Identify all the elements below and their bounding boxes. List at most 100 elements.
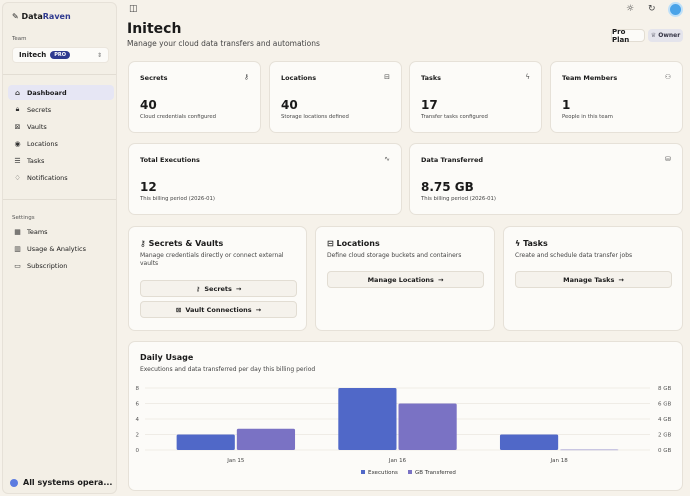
manage-tasks-button[interactable]: Manage Tasks →	[515, 271, 672, 288]
stat-subtitle: Storage locations defined	[281, 114, 349, 120]
x-tick: Jan 18	[550, 458, 569, 464]
team-selector[interactable]: Initech PRO ⇕	[12, 47, 109, 63]
bar-gb-transferred	[398, 403, 457, 450]
legend-label: GB Transferred	[415, 470, 456, 476]
sidebar-item-locations[interactable]: ◉ Locations	[8, 136, 114, 151]
nav-label: Teams	[27, 227, 48, 236]
status-text: All systems opera...	[23, 478, 113, 487]
bar-chart-icon: ▥	[14, 244, 21, 253]
vault-connections-button[interactable]: ⊠ Vault Connections →	[140, 301, 297, 318]
refresh-icon[interactable]: ↻	[648, 4, 656, 14]
y-left-tick: 6	[136, 402, 140, 408]
stat-value: 40	[281, 98, 298, 112]
y-right-tick: 0 GB	[658, 448, 672, 454]
quick-title-text: Locations	[336, 239, 380, 248]
y-left-tick: 8	[136, 386, 140, 392]
sidebar-toggle-icon[interactable]: ◫	[129, 4, 138, 14]
divider	[3, 74, 116, 75]
map-pin-icon: ◉	[14, 139, 21, 148]
zap-icon: ϟ	[525, 73, 530, 81]
arrow-right-icon: →	[235, 284, 242, 293]
arrow-right-icon: →	[618, 275, 624, 284]
y-left-tick: 0	[136, 448, 140, 454]
x-tick: Jan 15	[226, 458, 245, 464]
stat-card-executions: Total Executions ∿ 12 This billing period (…	[128, 143, 402, 215]
quick-title: ϟ Tasks	[515, 239, 548, 248]
sidebar-item-usage[interactable]: ▥ Usage & Analytics	[8, 241, 114, 256]
stat-title: Total Executions	[140, 156, 200, 164]
quick-card-secrets-vaults: ⚷ Secrets & Vaults Manage credentials di…	[128, 226, 307, 331]
settings-label: Settings	[12, 215, 35, 221]
nav-label: Notifications	[27, 173, 68, 182]
nav-label: Locations	[27, 139, 58, 148]
bar-executions	[338, 388, 397, 450]
y-right-tick: 8 GB	[658, 386, 672, 392]
hard-drive-icon: ⊟	[327, 239, 337, 248]
bar-gb-transferred	[236, 428, 296, 450]
legend-swatch	[408, 470, 412, 474]
stat-card-secrets[interactable]: Secrets ⚷ 40 Cloud credentials configured	[128, 61, 261, 133]
activity-icon: ∿	[384, 155, 390, 163]
sidebar-item-subscription[interactable]: ▭ Subscription	[8, 258, 114, 273]
stat-card-tasks[interactable]: Tasks ϟ 17 Transfer tasks configured	[409, 61, 542, 133]
stat-value: 12	[140, 180, 157, 194]
system-status[interactable]: All systems opera...	[10, 478, 112, 487]
nav-label: Dashboard	[27, 88, 67, 97]
stat-title: Tasks	[421, 74, 442, 82]
logo-text-accent: Raven	[42, 12, 71, 21]
x-tick: Jan 16	[388, 458, 407, 464]
stat-subtitle: This billing period (2026-01)	[421, 196, 496, 202]
sidebar-item-vaults[interactable]: ⊠ Vaults	[8, 119, 114, 134]
sidebar-item-dashboard[interactable]: ⌂ Dashboard	[8, 85, 114, 100]
building-icon: ▦	[14, 227, 21, 236]
bell-icon: ♢	[14, 173, 21, 182]
stat-card-team-members[interactable]: Team Members ⚇ 1 People in this team	[550, 61, 683, 133]
role-badge: ♕ Owner	[648, 29, 683, 42]
button-label: Secrets	[204, 284, 232, 293]
nav-label: Secrets	[27, 105, 52, 114]
stat-card-locations[interactable]: Locations ⊟ 40 Storage locations defined	[269, 61, 402, 133]
stat-subtitle: This billing period (2026-01)	[140, 196, 215, 202]
stat-subtitle: Cloud credentials configured	[140, 114, 216, 120]
team-label: Team	[12, 36, 27, 42]
button-label: Vault Connections	[185, 305, 252, 314]
quick-title: ⚷ Secrets & Vaults	[140, 239, 223, 248]
plan-badge[interactable]: Pro Plan	[611, 28, 645, 44]
credit-card-icon: ▭	[14, 261, 21, 270]
secrets-button[interactable]: ⚷ Secrets →	[140, 280, 297, 297]
sidebar-item-teams[interactable]: ▦ Teams	[8, 224, 114, 239]
quick-card-tasks: ϟ Tasks Create and schedule data transfe…	[503, 226, 683, 331]
sidebar-item-secrets[interactable]: 🔒︎ Secrets	[8, 102, 114, 117]
logo[interactable]: ✎ DataRaven	[12, 12, 71, 21]
sidebar: ✎ DataRaven Team Initech PRO ⇕ ⌂ Dashboard …	[2, 2, 117, 494]
key-icon: ⚷	[195, 284, 201, 293]
theme-toggle-icon[interactable]: ☼	[626, 4, 635, 14]
team-name: Initech	[19, 51, 47, 59]
stat-value: 17	[421, 98, 438, 112]
vault-icon: ⊠	[14, 122, 21, 131]
sidebar-item-notifications[interactable]: ♢ Notifications	[8, 170, 114, 185]
role-text: Owner	[658, 32, 681, 39]
arrow-right-icon: →	[255, 305, 262, 314]
avatar[interactable]	[668, 2, 683, 17]
chevron-updown-icon: ⇕	[96, 51, 102, 59]
bar-gb-transferred	[560, 449, 619, 451]
quick-title-text: Tasks	[523, 239, 548, 248]
crown-icon: ♕	[650, 32, 659, 39]
y-right-tick: 6 GB	[658, 402, 672, 408]
stat-subtitle: People in this team	[562, 114, 613, 120]
nav-label: Usage & Analytics	[27, 244, 86, 253]
plan-badge: PRO	[50, 51, 70, 59]
sidebar-item-tasks[interactable]: ☰ Tasks	[8, 153, 114, 168]
stat-subtitle: Transfer tasks configured	[421, 114, 488, 120]
stat-title: Data Transferred	[421, 156, 484, 164]
quick-title: ⊟ Locations	[327, 239, 380, 248]
hard-drive-icon: ⊟	[384, 73, 390, 81]
zap-icon: ϟ	[515, 239, 524, 248]
legend-label: Executions	[368, 470, 398, 476]
status-dot	[10, 478, 18, 487]
manage-locations-button[interactable]: Manage Locations →	[327, 271, 484, 288]
y-left-tick: 2	[136, 433, 140, 439]
vault-icon: ⊠	[175, 305, 182, 314]
divider	[3, 199, 116, 200]
